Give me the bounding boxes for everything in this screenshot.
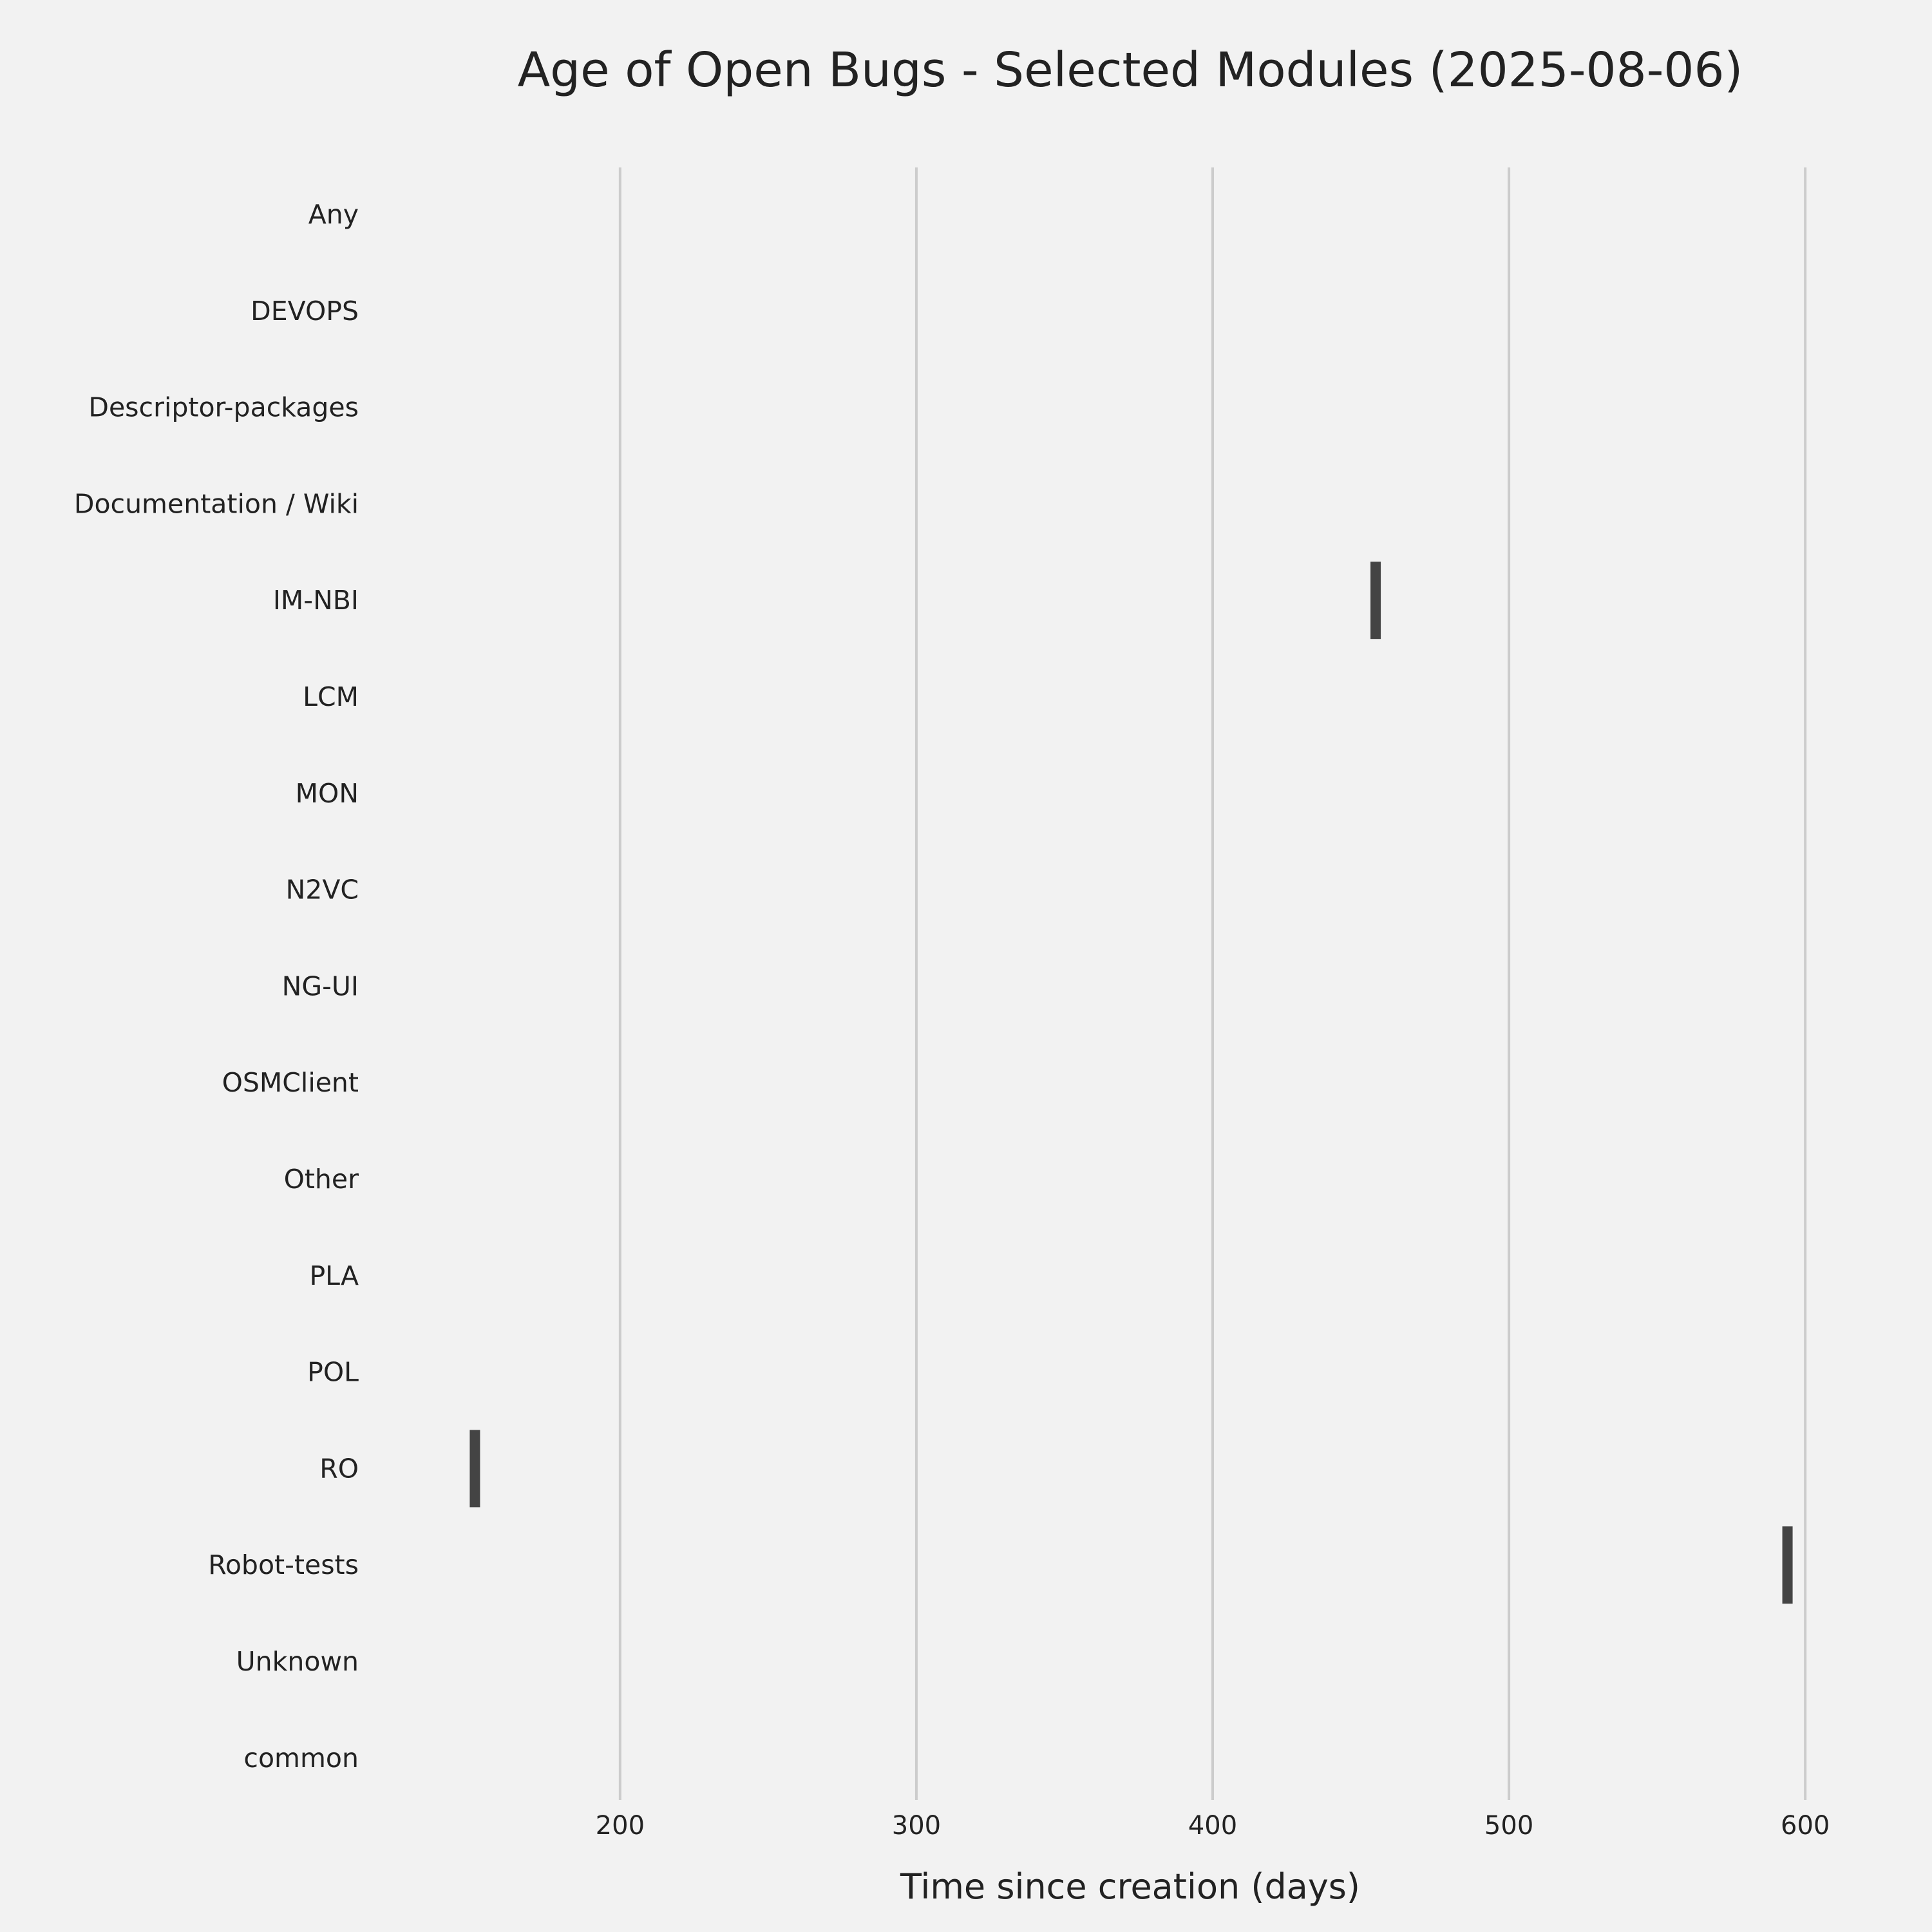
y-category-label: DEVOPS [251,296,359,327]
x-tick-label: 300 [892,1811,941,1841]
x-tick-label: 400 [1188,1811,1237,1841]
x-tick-label: 600 [1781,1811,1830,1841]
bar-mark-im-nbi [1370,562,1381,639]
y-category-label: MON [296,778,359,809]
chart-title: Age of Open Bugs - Selected Modules (202… [518,43,1743,98]
bar-mark-robot-tests [1782,1526,1793,1604]
y-category-label: common [243,1743,359,1774]
y-category-label: Descriptor-packages [88,392,359,423]
y-category-label: POL [307,1357,359,1388]
bar-mark-ro [469,1430,480,1508]
y-category-label: Other [284,1164,359,1195]
x-tick-labels: 200 300 400 500 600 [596,1811,1830,1841]
y-category-label: Robot-tests [208,1549,359,1580]
y-category-label: NG-UI [282,971,359,1001]
y-category-label: Any [308,199,359,230]
mark-layer [469,562,1793,1604]
y-category-label: IM-NBI [273,585,359,616]
y-category-label: N2VC [286,875,359,905]
y-category-label: LCM [303,681,359,712]
y-category-label: Unknown [236,1646,359,1677]
x-tick-label: 200 [596,1811,645,1841]
grid-layer [618,167,1807,1800]
x-tick-label: 500 [1484,1811,1533,1841]
y-category-label: PLA [309,1260,359,1291]
y-category-label: Documentation / Wiki [74,488,359,519]
y-category-labels: Any DEVOPS Descriptor-packages Documentatio… [74,199,359,1774]
y-category-label: OSMClient [222,1067,359,1098]
y-category-label: RO [319,1453,359,1484]
x-axis-label: Time since creation (days) [900,1866,1360,1907]
